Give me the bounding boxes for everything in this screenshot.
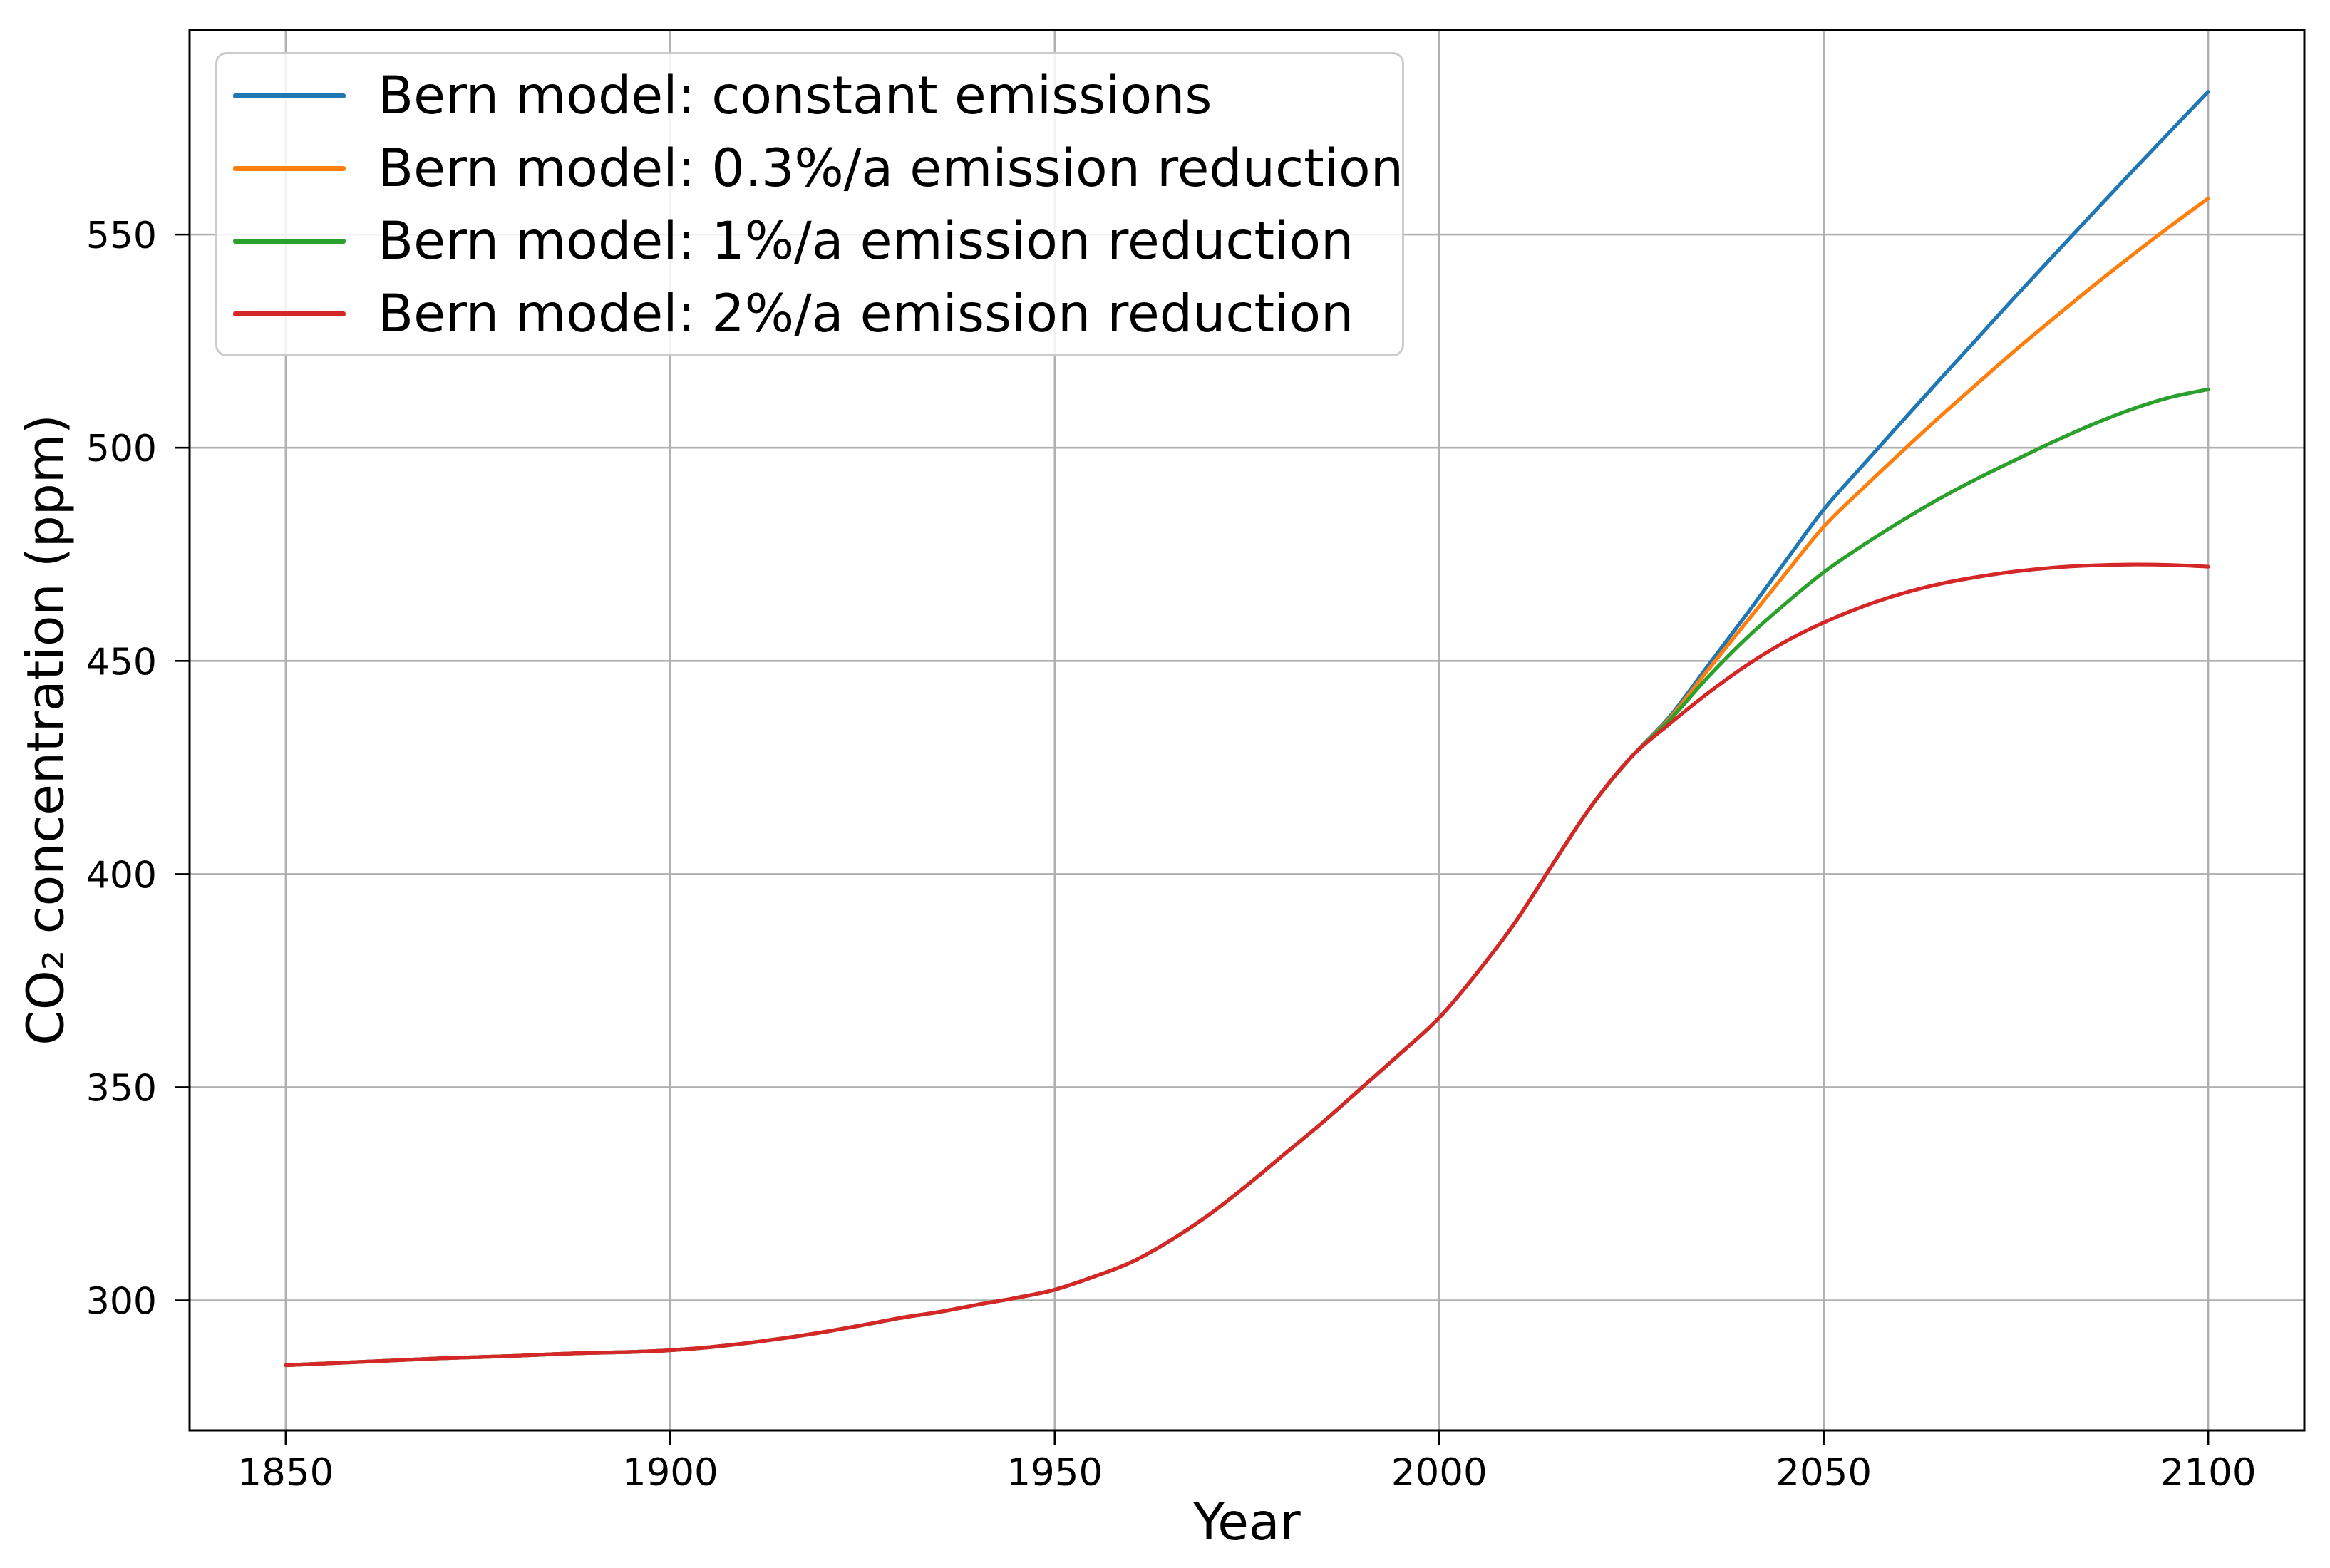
x-tick-label-2000: 2000 <box>1391 1451 1488 1495</box>
y-tick-label-450: 450 <box>86 641 157 684</box>
x-tick-label-1850: 1850 <box>237 1451 334 1495</box>
series-line-1 <box>284 196 2210 1368</box>
legend-line-swatch-2 <box>233 238 346 244</box>
y-tick-label-500: 500 <box>86 428 157 470</box>
legend-item-3: Bern model: 2%/a emission reduction <box>217 277 1402 350</box>
legend-label-0: Bern model: constant emissions <box>378 65 1212 126</box>
legend-label-2: Bern model: 1%/a emission reduction <box>378 210 1354 272</box>
legend-label-3: Bern model: 2%/a emission reduction <box>378 283 1354 344</box>
x-tick-label-1900: 1900 <box>622 1451 718 1495</box>
legend-item-1: Bern model: 0.3%/a emission reduction <box>217 132 1403 205</box>
y-tick-label-300: 300 <box>86 1281 157 1324</box>
series-line-3 <box>284 562 2210 1368</box>
plot-frame <box>188 29 2306 1432</box>
legend-line-swatch-3 <box>233 311 346 316</box>
x-tick-label-2100: 2100 <box>2160 1451 2257 1495</box>
legend-label-1: Bern model: 0.3%/a emission reduction <box>378 138 1403 199</box>
legend: Bern model: constant emissions Bern model… <box>215 52 1404 356</box>
legend-line-swatch-0 <box>233 93 346 98</box>
x-tick-label-2050: 2050 <box>1775 1451 1872 1495</box>
y-tick-label-400: 400 <box>86 854 157 897</box>
y-axis-label: CO₂ concentration (ppm) <box>16 414 76 1046</box>
legend-item-0: Bern model: constant emissions <box>217 59 1402 132</box>
series-line-2 <box>284 387 2210 1368</box>
x-tick-label-1950: 1950 <box>1006 1451 1103 1495</box>
y-tick-label-350: 350 <box>86 1067 157 1110</box>
x-axis-label: Year <box>1193 1492 1301 1552</box>
legend-item-2: Bern model: 1%/a emission reduction <box>217 205 1402 277</box>
y-tick-label-550: 550 <box>86 215 157 257</box>
legend-line-swatch-1 <box>233 165 346 171</box>
